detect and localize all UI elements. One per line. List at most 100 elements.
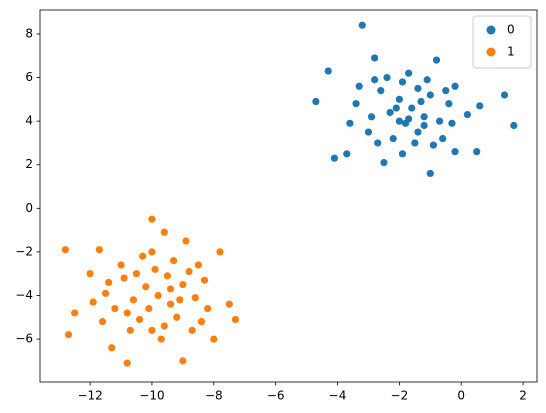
y-tick-label: 6 bbox=[25, 70, 33, 84]
point bbox=[95, 246, 103, 254]
y-tick-label: −6 bbox=[15, 332, 33, 346]
legend-marker bbox=[486, 25, 496, 35]
point bbox=[451, 148, 459, 156]
point bbox=[380, 158, 388, 167]
point bbox=[420, 113, 428, 121]
point bbox=[197, 318, 206, 326]
point bbox=[101, 289, 110, 297]
y-tick-label: 0 bbox=[25, 201, 33, 215]
point bbox=[510, 121, 518, 130]
point bbox=[364, 128, 373, 136]
point bbox=[160, 228, 168, 236]
point bbox=[411, 139, 419, 147]
point bbox=[64, 331, 73, 339]
point bbox=[352, 100, 360, 108]
point bbox=[389, 134, 397, 143]
point bbox=[160, 322, 168, 330]
point bbox=[398, 150, 407, 158]
point bbox=[377, 87, 385, 95]
point bbox=[395, 95, 403, 103]
point bbox=[148, 248, 156, 256]
point bbox=[451, 82, 459, 90]
point bbox=[210, 335, 218, 343]
point bbox=[343, 150, 351, 158]
point bbox=[98, 318, 107, 326]
x-tick-label: −2 bbox=[391, 389, 409, 403]
x-tick-label: −8 bbox=[205, 389, 223, 403]
point bbox=[139, 252, 147, 260]
point bbox=[216, 248, 224, 256]
point bbox=[330, 154, 339, 162]
point bbox=[154, 291, 162, 300]
x-tick-label: −10 bbox=[139, 389, 164, 403]
point bbox=[346, 119, 354, 127]
legend-label: 0 bbox=[507, 23, 515, 37]
x-tick-label: 0 bbox=[457, 389, 465, 403]
y-tick-label: −2 bbox=[15, 244, 33, 258]
point bbox=[405, 115, 413, 123]
point bbox=[148, 326, 156, 334]
point bbox=[473, 148, 481, 156]
point bbox=[439, 134, 447, 143]
point bbox=[405, 69, 413, 77]
point bbox=[358, 21, 366, 29]
x-tick-label: 2 bbox=[519, 389, 527, 403]
point bbox=[179, 280, 187, 289]
point bbox=[185, 267, 193, 276]
point bbox=[132, 270, 141, 278]
point bbox=[312, 97, 320, 106]
point bbox=[188, 326, 196, 334]
point bbox=[145, 304, 153, 313]
point bbox=[204, 304, 212, 313]
plot-frame bbox=[39, 9, 538, 383]
point bbox=[123, 359, 131, 367]
point bbox=[157, 335, 165, 343]
point bbox=[324, 67, 332, 75]
point bbox=[89, 298, 97, 306]
point bbox=[398, 78, 407, 86]
point bbox=[148, 215, 156, 223]
point bbox=[111, 304, 119, 313]
point bbox=[61, 246, 69, 254]
y-tick-label: 4 bbox=[25, 114, 33, 128]
point bbox=[231, 315, 240, 324]
point bbox=[417, 97, 425, 106]
y-tick-label: 2 bbox=[25, 157, 33, 171]
point bbox=[200, 276, 209, 284]
point bbox=[173, 313, 181, 321]
point bbox=[108, 344, 116, 352]
point bbox=[166, 285, 175, 293]
x-tick-label: −6 bbox=[267, 389, 285, 403]
point bbox=[120, 274, 128, 282]
point bbox=[476, 102, 484, 110]
point bbox=[86, 270, 94, 278]
point bbox=[374, 139, 382, 147]
point bbox=[392, 104, 400, 112]
point bbox=[135, 315, 144, 324]
point bbox=[151, 265, 159, 273]
point bbox=[191, 294, 199, 302]
point bbox=[432, 56, 441, 64]
point bbox=[383, 73, 391, 82]
point bbox=[142, 283, 150, 291]
point bbox=[423, 76, 431, 84]
legend-label: 1 bbox=[507, 45, 515, 59]
point bbox=[395, 117, 403, 125]
point bbox=[371, 76, 379, 84]
point bbox=[448, 119, 456, 127]
point bbox=[225, 300, 233, 308]
y-tick-label: 8 bbox=[25, 26, 33, 40]
point bbox=[355, 82, 363, 90]
point bbox=[386, 108, 394, 117]
point bbox=[163, 272, 172, 280]
point bbox=[463, 111, 472, 119]
point bbox=[442, 87, 450, 95]
point bbox=[105, 278, 113, 287]
point bbox=[414, 128, 422, 136]
point bbox=[429, 141, 437, 149]
point bbox=[126, 326, 134, 334]
point bbox=[371, 54, 379, 62]
point bbox=[129, 296, 138, 304]
x-tick-label: −12 bbox=[77, 389, 102, 403]
